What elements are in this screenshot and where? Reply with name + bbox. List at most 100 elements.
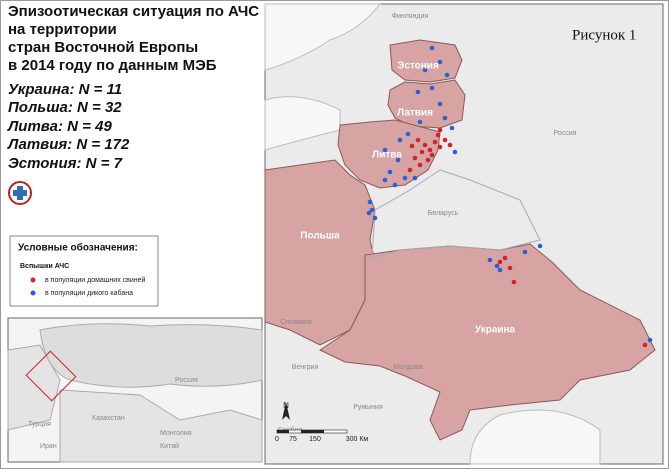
count-line: Украина: N = 11 bbox=[8, 81, 122, 98]
outbreak-point bbox=[437, 101, 443, 107]
inset-land bbox=[7, 344, 61, 431]
outbreak-point bbox=[442, 115, 448, 121]
outbreak-point bbox=[437, 127, 443, 133]
outbreak-point bbox=[522, 249, 528, 255]
scale-label: 0 bbox=[275, 436, 279, 443]
outbreak-point bbox=[402, 175, 408, 181]
sea bbox=[264, 3, 382, 71]
sea bbox=[469, 409, 601, 465]
legend: Условные обозначения: Вспышки АЧС в попу… bbox=[9, 235, 159, 307]
outbreak-point bbox=[415, 89, 421, 95]
country-label: Словакия bbox=[280, 319, 312, 326]
outbreak-point bbox=[647, 337, 653, 343]
country-label: Беларусь bbox=[428, 210, 459, 217]
outbreak-point bbox=[382, 177, 388, 183]
outbreak-point bbox=[369, 207, 375, 213]
outbreak-point bbox=[366, 210, 372, 216]
outbreak-point bbox=[435, 132, 441, 138]
outbreak-point bbox=[422, 142, 428, 148]
outbreak-point bbox=[452, 149, 458, 155]
country-label: Эстония bbox=[397, 61, 439, 72]
outbreak-point bbox=[497, 259, 503, 265]
outbreak-point bbox=[537, 243, 543, 249]
north-label: N bbox=[283, 401, 289, 410]
title-line: в 2014 году по данным МЭБ bbox=[8, 57, 217, 74]
outbreak-point bbox=[447, 142, 453, 148]
outbreak-point bbox=[511, 279, 517, 285]
outbreak-point bbox=[432, 139, 438, 145]
country-label: Польша bbox=[300, 231, 340, 242]
legend-swatch bbox=[30, 277, 36, 283]
figure-label: Рисунок 1 bbox=[572, 27, 636, 43]
outbreak-point bbox=[382, 147, 388, 153]
outbreak-point bbox=[392, 182, 398, 188]
inset-map: Россия Казахстан Монголия Китай Турция И… bbox=[7, 317, 263, 463]
country-label: Литва bbox=[372, 150, 402, 161]
inset-land bbox=[39, 323, 263, 388]
outbreak-point bbox=[372, 215, 378, 221]
country-label: Румыния bbox=[353, 404, 383, 411]
inset-label: Китай bbox=[160, 442, 179, 450]
outbreak-point bbox=[387, 169, 393, 175]
belarus-border bbox=[371, 169, 541, 259]
poland bbox=[264, 159, 377, 346]
scale-label: 75 bbox=[289, 436, 297, 443]
outbreak-point bbox=[417, 162, 423, 168]
estonia bbox=[389, 39, 463, 83]
country-label: Венгрия bbox=[292, 364, 319, 371]
title-line: на территории bbox=[8, 21, 117, 38]
outbreak-point bbox=[502, 255, 508, 261]
main-map: Эстония Латвия Литва Польша Украина Финл… bbox=[264, 3, 664, 465]
inset-label: Иран bbox=[40, 443, 57, 450]
outbreak-point bbox=[427, 147, 433, 153]
outbreak-point bbox=[425, 157, 431, 163]
outbreak-point bbox=[419, 149, 425, 155]
scale-bar bbox=[301, 430, 324, 433]
outbreak-point bbox=[497, 267, 503, 273]
outbreak-point bbox=[449, 125, 455, 131]
scale-bar bbox=[277, 430, 289, 433]
outbreak-point bbox=[429, 45, 435, 51]
inset-land bbox=[59, 389, 263, 463]
count-line: Эстония: N = 7 bbox=[8, 155, 123, 172]
outbreak-point bbox=[412, 155, 418, 161]
outbreak-point bbox=[437, 59, 443, 65]
count-line: Польша: N = 32 bbox=[8, 99, 122, 116]
country-label: Украина bbox=[475, 325, 516, 336]
outbreak-point bbox=[422, 67, 428, 73]
scale-label: 150 bbox=[309, 436, 321, 443]
country-label: Латвия bbox=[397, 108, 433, 119]
legend-title: Условные обозначения: bbox=[18, 242, 138, 254]
logo bbox=[8, 181, 32, 205]
outbreak-point bbox=[395, 157, 401, 163]
outbreak-point bbox=[415, 137, 421, 143]
legend-item: в популяции домашних свиней bbox=[45, 276, 146, 284]
outbreak-point bbox=[444, 72, 450, 78]
legend-subtitle: Вспышки АЧС bbox=[20, 263, 69, 270]
country-label: Финляндия bbox=[392, 13, 429, 20]
count-line: Латвия: N = 172 bbox=[7, 136, 130, 153]
country-label: Молдова bbox=[393, 364, 422, 371]
inset-label: Казахстан bbox=[92, 415, 125, 422]
count-line: Литва: N = 49 bbox=[7, 118, 112, 135]
outbreak-point bbox=[405, 131, 411, 137]
title-line: стран Восточной Европы bbox=[8, 39, 198, 56]
outbreak-point bbox=[409, 143, 415, 149]
inset-label: Турция bbox=[28, 421, 51, 428]
legend-item: в популяции дикого кабана bbox=[45, 289, 133, 297]
outbreak-point bbox=[437, 144, 443, 150]
outbreak-point bbox=[397, 137, 403, 143]
outbreak-points bbox=[366, 45, 653, 348]
outbreak-point bbox=[494, 263, 500, 269]
outbreak-point bbox=[367, 199, 373, 205]
outbreak-point bbox=[442, 137, 448, 143]
ukraine bbox=[318, 243, 656, 441]
lithuania bbox=[337, 119, 441, 189]
north-arrow bbox=[282, 402, 290, 420]
inset-label: Россия bbox=[175, 377, 198, 384]
outbreak-point bbox=[429, 85, 435, 91]
legend-swatch bbox=[30, 290, 36, 296]
outbreak-point bbox=[429, 152, 435, 158]
outbreak-point bbox=[507, 265, 513, 271]
